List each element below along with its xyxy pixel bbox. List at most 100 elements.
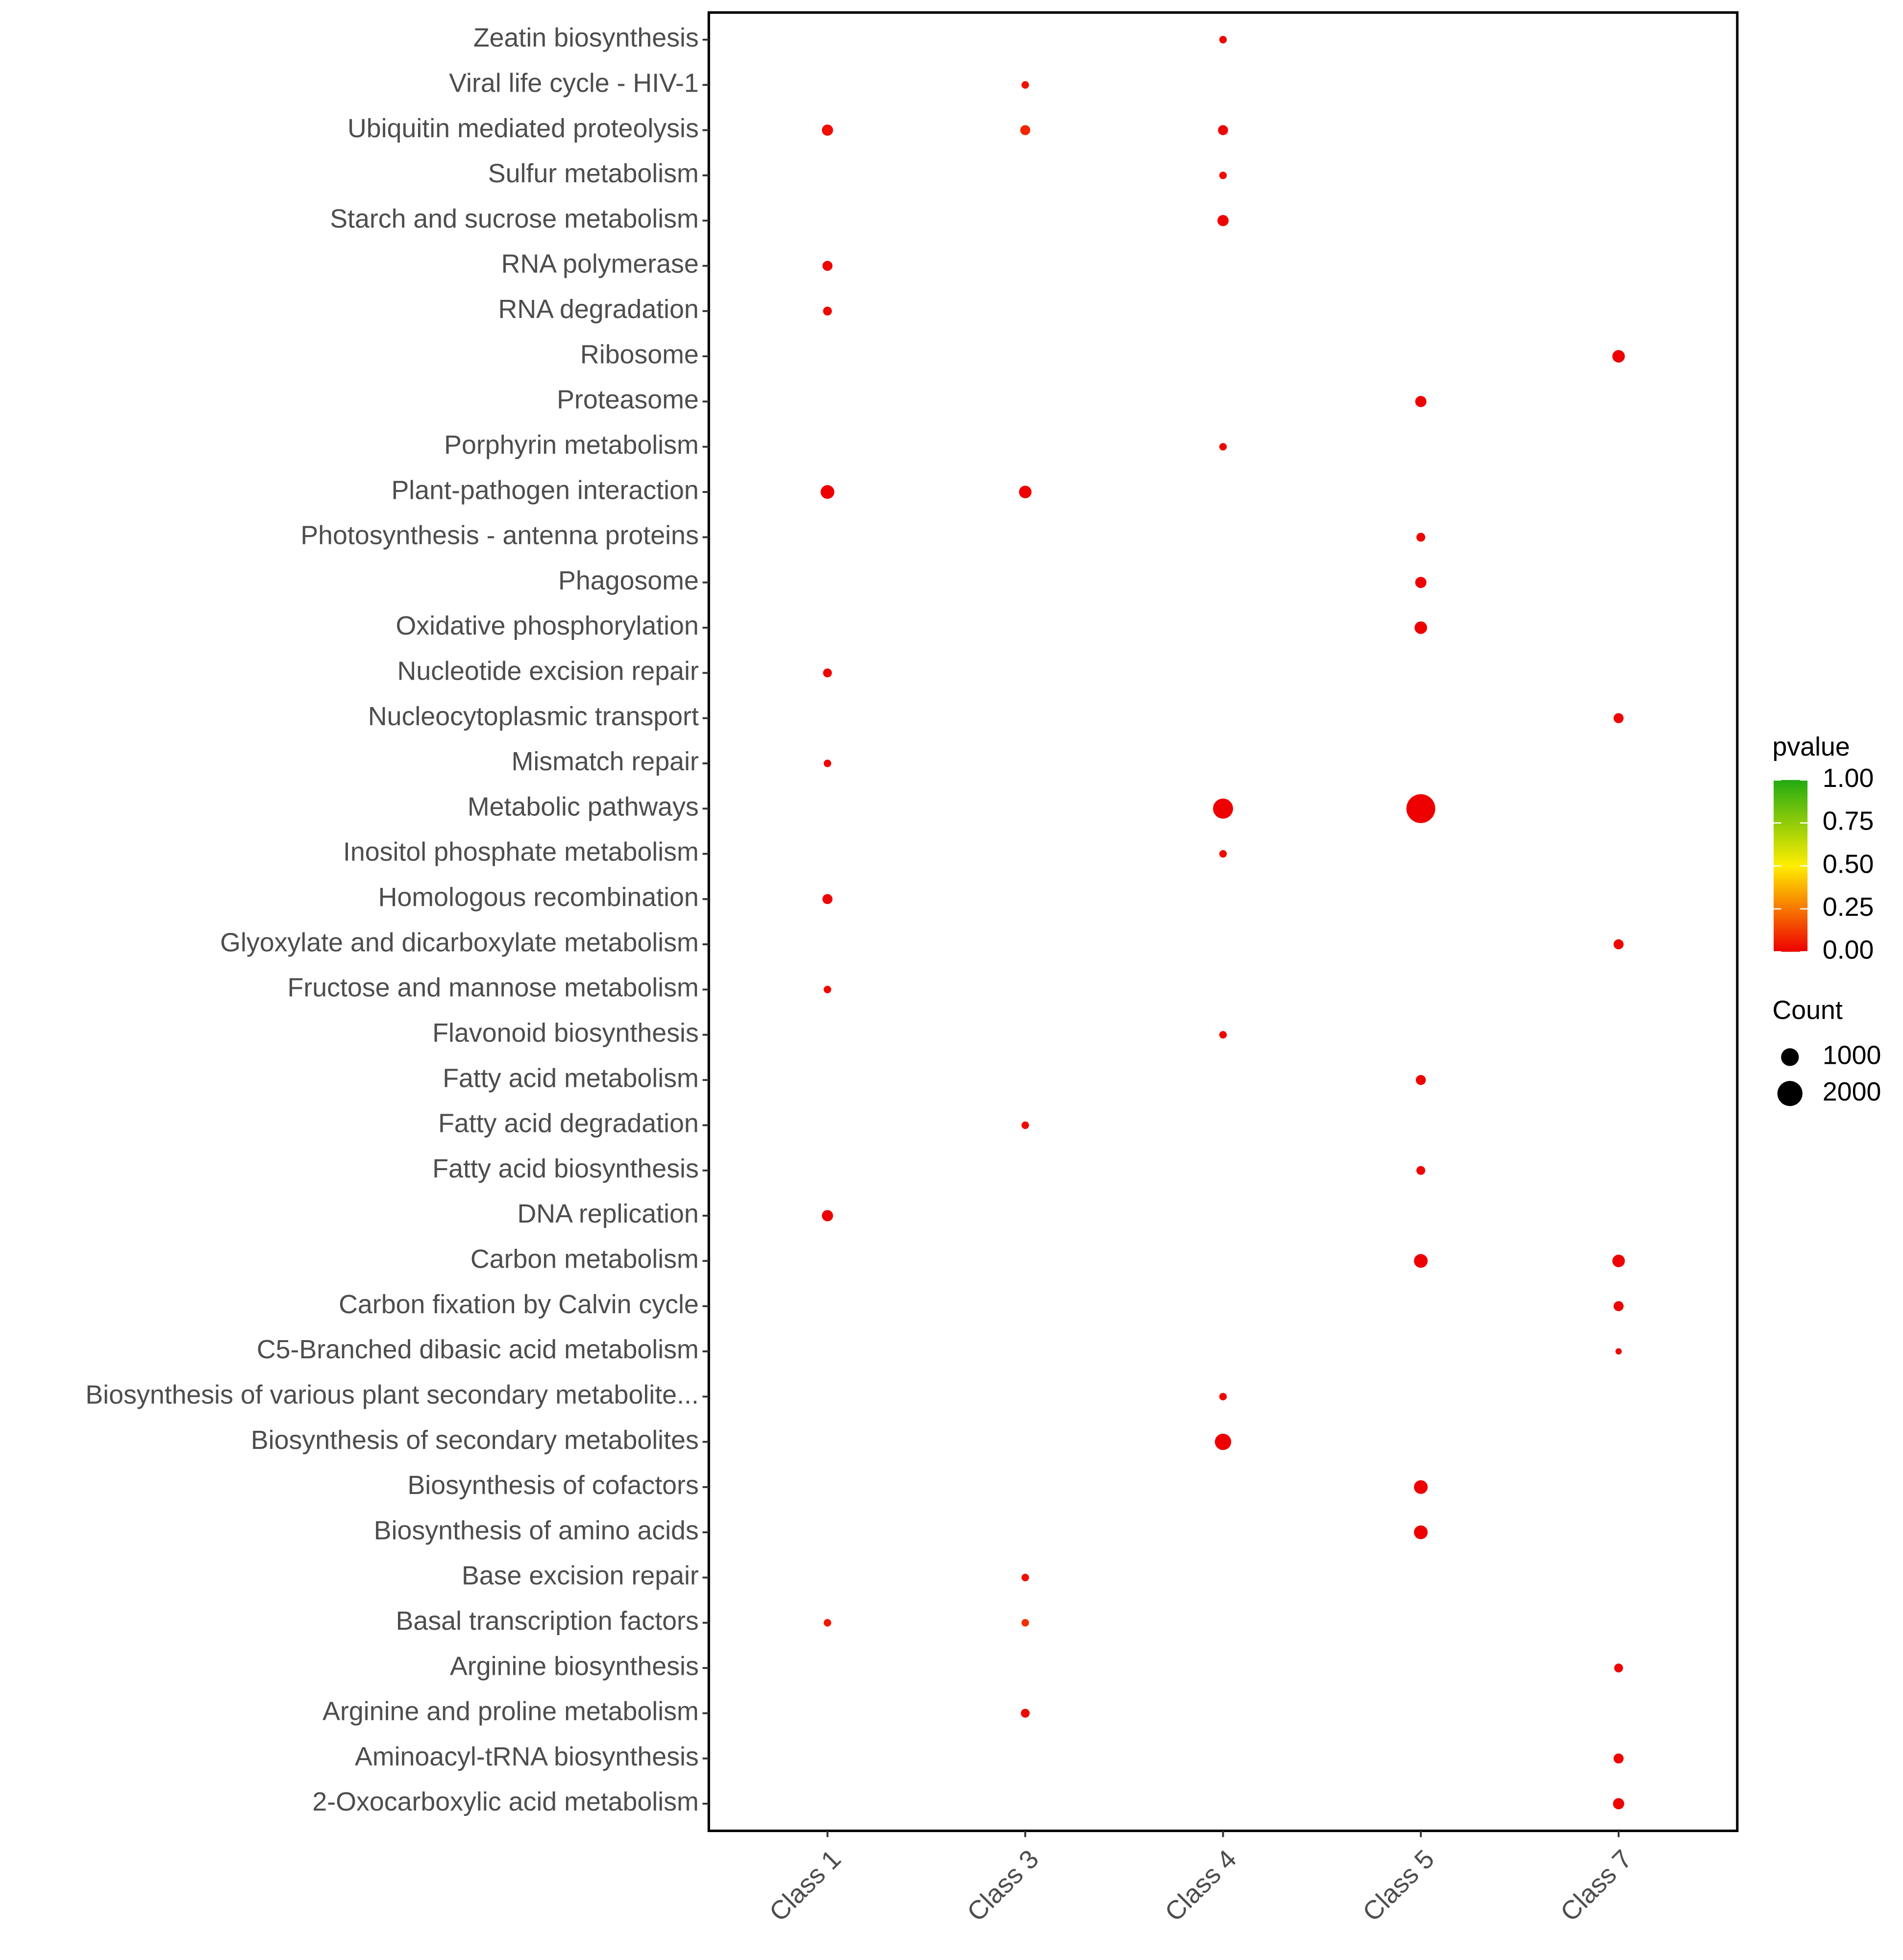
colorbar-label: 0.00: [1823, 935, 1874, 965]
y-tick-label: Photosynthesis - antenna proteins: [300, 521, 699, 550]
y-tick-label: RNA polymerase: [501, 249, 699, 279]
color-legend-title: pvalue: [1772, 732, 1850, 761]
dot: [1613, 1798, 1625, 1810]
y-tick-label: Metabolic pathways: [468, 792, 699, 821]
y-tick-label: Arginine biosynthesis: [450, 1651, 699, 1681]
y-tick-label: Plant-pathogen interaction: [391, 475, 698, 505]
dot: [1219, 172, 1227, 179]
dot: [1415, 396, 1427, 407]
dot: [1613, 1753, 1624, 1764]
dot: [1415, 1075, 1426, 1085]
size-legend-dot: [1781, 1048, 1799, 1066]
dot: [1612, 350, 1625, 363]
y-tick-label: Starch and sucrose metabolism: [330, 204, 699, 233]
y-tick-label: Nucleotide excision repair: [397, 657, 699, 686]
dot: [1613, 1301, 1624, 1311]
y-tick-label: Base excision repair: [462, 1561, 699, 1591]
dot: [1615, 1348, 1622, 1355]
y-tick-label: Proteasome: [557, 385, 699, 415]
dot: [1219, 36, 1227, 44]
dot: [1019, 486, 1032, 498]
y-tick-label: Phagosome: [558, 566, 699, 595]
dot: [1414, 1254, 1428, 1268]
dot: [1214, 1433, 1232, 1450]
dot: [1416, 533, 1426, 542]
y-tick-label: Biosynthesis of secondary metabolites: [251, 1425, 699, 1455]
y-tick-label: Sulfur metabolism: [488, 159, 699, 188]
y-tick-label: Inositol phosphate metabolism: [343, 837, 699, 867]
y-tick-label: Aminoacyl-tRNA biosynthesis: [355, 1742, 699, 1771]
dot: [1219, 1031, 1227, 1039]
y-tick-label: Fatty acid biosynthesis: [432, 1154, 699, 1183]
dot: [1020, 125, 1031, 135]
dot: [1613, 939, 1624, 950]
dot: [823, 306, 832, 316]
dot: [823, 760, 832, 767]
y-tick-label: RNA degradation: [498, 294, 699, 324]
y-tick-label: DNA replication: [517, 1199, 698, 1228]
y-tick-label: Ribosome: [580, 340, 699, 369]
x-tick-label: Class 5: [1357, 1844, 1440, 1927]
dot: [821, 124, 833, 136]
dot: [1020, 1709, 1030, 1718]
y-tick-label: Arginine and proline metabolism: [322, 1697, 699, 1726]
dot: [822, 261, 833, 271]
dot: [1021, 81, 1029, 89]
dot: [1414, 1480, 1428, 1494]
y-tick-label: Zeatin biosynthesis: [473, 23, 699, 52]
dot: [1406, 794, 1435, 823]
dot: [823, 1619, 832, 1627]
colorbar-label: 0.25: [1823, 892, 1874, 922]
plot-panel: [707, 11, 1739, 1832]
dot: [820, 485, 835, 499]
y-tick-label: Flavonoid biosynthesis: [432, 1018, 699, 1048]
dot: [1415, 577, 1427, 588]
x-tick-label: Class 7: [1555, 1844, 1638, 1927]
y-tick-label: Biosynthesis of amino acids: [374, 1516, 699, 1545]
dot: [823, 985, 832, 994]
dot: [1219, 850, 1227, 858]
y-tick-label: Oxidative phosphorylation: [395, 611, 698, 640]
y-tick-label: Glyoxylate and dicarboxylate metabolism: [220, 928, 699, 957]
y-tick-label: Biosynthesis of various plant secondary …: [85, 1380, 698, 1409]
size-legend-label: 1000: [1823, 1041, 1881, 1070]
y-tick-label: Carbon metabolism: [470, 1245, 699, 1274]
dot: [1021, 1121, 1029, 1129]
dot: [1612, 1254, 1625, 1268]
y-tick-label: C5-Branched dibasic acid metabolism: [257, 1335, 699, 1364]
dot: [1414, 621, 1427, 634]
colorbar-label: 0.50: [1823, 849, 1874, 879]
dot: [1414, 1525, 1428, 1540]
y-tick-label: Carbon fixation by Calvin cycle: [339, 1290, 699, 1319]
y-tick-label: Viral life cycle - HIV-1: [449, 68, 699, 98]
y-tick-label: 2-Oxocarboxylic acid metabolism: [312, 1787, 698, 1816]
colorbar-label: 0.75: [1823, 807, 1874, 836]
dot: [1021, 1619, 1029, 1627]
size-legend-label: 2000: [1823, 1077, 1881, 1106]
dot: [1213, 798, 1234, 819]
y-tick-label: Biosynthesis of cofactors: [407, 1470, 698, 1500]
dot: [1218, 125, 1228, 135]
colorbar-label: 1.00: [1823, 763, 1874, 793]
dot: [821, 1210, 833, 1222]
dot: [1416, 1166, 1426, 1175]
dot: [1219, 443, 1227, 451]
size-legend-dot: [1777, 1081, 1803, 1106]
x-tick-label: Class 3: [962, 1844, 1044, 1927]
y-tick-label: Nucleocytoplasmic transport: [368, 702, 699, 731]
dot: [1219, 1393, 1227, 1400]
y-tick-label: Mismatch repair: [512, 747, 699, 776]
dot: [1217, 215, 1229, 226]
y-tick-label: Basal transcription factors: [396, 1606, 699, 1636]
y-tick-label: Ubiquitin mediated proteolysis: [347, 114, 699, 143]
dot: [1614, 1664, 1623, 1673]
y-tick-label: Porphyrin metabolism: [444, 430, 699, 460]
y-tick-label: Homologous recombination: [378, 882, 699, 912]
y-tick-label: Fatty acid degradation: [438, 1109, 699, 1138]
y-tick-label: Fatty acid metabolism: [443, 1063, 699, 1093]
x-tick-label: Class 1: [764, 1844, 846, 1927]
size-legend-title: Count: [1772, 995, 1842, 1025]
x-tick-label: Class 4: [1159, 1844, 1242, 1927]
